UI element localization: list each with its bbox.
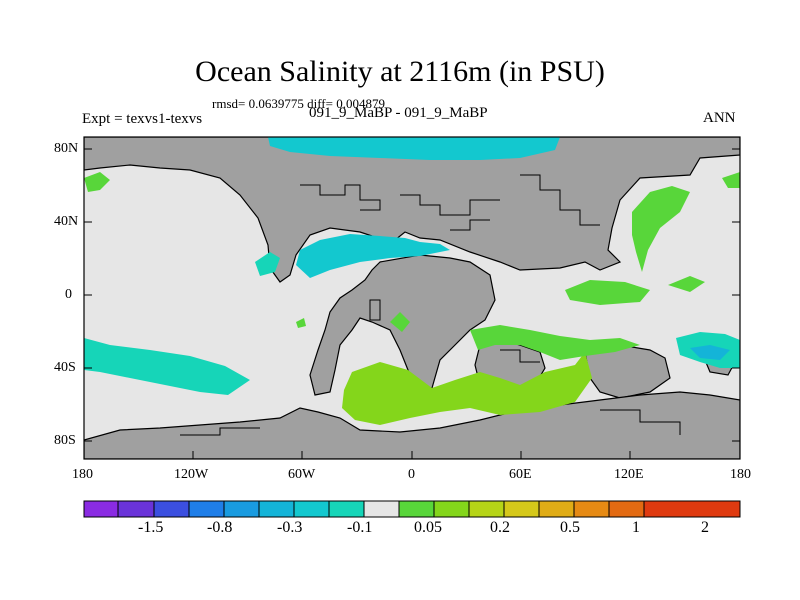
- lat-label-40s: 40S: [54, 360, 76, 375]
- negative-anomalies: [84, 137, 740, 395]
- se-cyan-core: [690, 345, 730, 360]
- colorbar: [83, 500, 741, 518]
- colorbar-label-5: 0.05: [414, 519, 442, 536]
- colorbar-label-4: -0.1: [347, 519, 373, 536]
- colorbar-label-9: 2: [701, 519, 709, 536]
- south-atlantic-green: [342, 352, 592, 425]
- colorbar-label-3: -0.3: [277, 519, 303, 536]
- map-title: Ocean Salinity at 2116m (in PSU): [195, 55, 605, 88]
- ne-green-blob: [84, 172, 110, 192]
- lon-label-180e: 180: [730, 467, 751, 482]
- colorbar-box-5: [258, 500, 295, 518]
- colorbar-box-9: [398, 500, 435, 518]
- west-cyan: [255, 252, 280, 276]
- australia-block: [584, 344, 671, 399]
- colorbar-box-16: [643, 500, 741, 518]
- positive-anomalies: [84, 172, 740, 425]
- tick-marks: [84, 148, 740, 459]
- colorbar-box-0: [83, 500, 119, 518]
- ne-green-blob-2: [722, 172, 740, 188]
- arabian-green: [565, 280, 650, 305]
- colorbar-box-3: [188, 500, 225, 518]
- lon-label-60e: 60E: [509, 467, 532, 482]
- period-label: 091_9_MaBP - 091_9_MaBP: [309, 105, 488, 121]
- colorbar-box-4: [223, 500, 260, 518]
- indian-green: [470, 325, 640, 360]
- stats-label: rmsd= 0.0639775 diff= 0.004879: [212, 96, 385, 111]
- sw-pacific-cyan: [84, 338, 250, 395]
- lat-label-40n: 40N: [54, 214, 79, 229]
- lon-label-60w: 60W: [288, 467, 316, 482]
- colorbar-box-13: [538, 500, 575, 518]
- colorbar-label-2: -0.8: [207, 519, 233, 536]
- colorbar-box-1: [117, 500, 155, 518]
- colorbar-box-12: [503, 500, 540, 518]
- colorbar-box-2: [153, 500, 190, 518]
- experiment-label: Expt = texvs1-texvs: [82, 111, 203, 127]
- colorbar-box-15: [608, 500, 645, 518]
- coastlines: [180, 174, 681, 436]
- north-atlantic-green: [632, 186, 690, 272]
- small-green-1: [668, 276, 705, 292]
- colorbar-box-14: [573, 500, 610, 518]
- small-green-2: [390, 312, 410, 332]
- lon-label-180w: 180: [72, 467, 93, 482]
- lat-label-80n: 80N: [54, 141, 79, 156]
- lat-label-80s: 80S: [54, 433, 76, 448]
- colorbar-box-8: [363, 500, 400, 518]
- colorbar-label-1: -1.5: [138, 519, 164, 536]
- antarctic-margin: [84, 391, 740, 459]
- colorbar-label-8: 1: [632, 519, 640, 536]
- arctic-cyan: [268, 137, 560, 160]
- colorbar-label-6: 0.2: [490, 519, 510, 536]
- small-green-3: [296, 318, 306, 328]
- colorbar-box-6: [293, 500, 330, 518]
- north-polar-land: [84, 137, 740, 283]
- lon-label-0: 0: [408, 467, 415, 482]
- lon-label-120w: 120W: [174, 467, 209, 482]
- lon-label-120e: 120E: [614, 467, 644, 482]
- colorbar-box-10: [433, 500, 470, 518]
- season-label: ANN: [703, 110, 736, 126]
- mediterranean-cyan: [296, 234, 450, 278]
- colorbar-box-7: [328, 500, 365, 518]
- lat-label-0: 0: [65, 287, 72, 302]
- colorbar-box-11: [468, 500, 505, 518]
- colorbar-label-7: 0.5: [560, 519, 580, 536]
